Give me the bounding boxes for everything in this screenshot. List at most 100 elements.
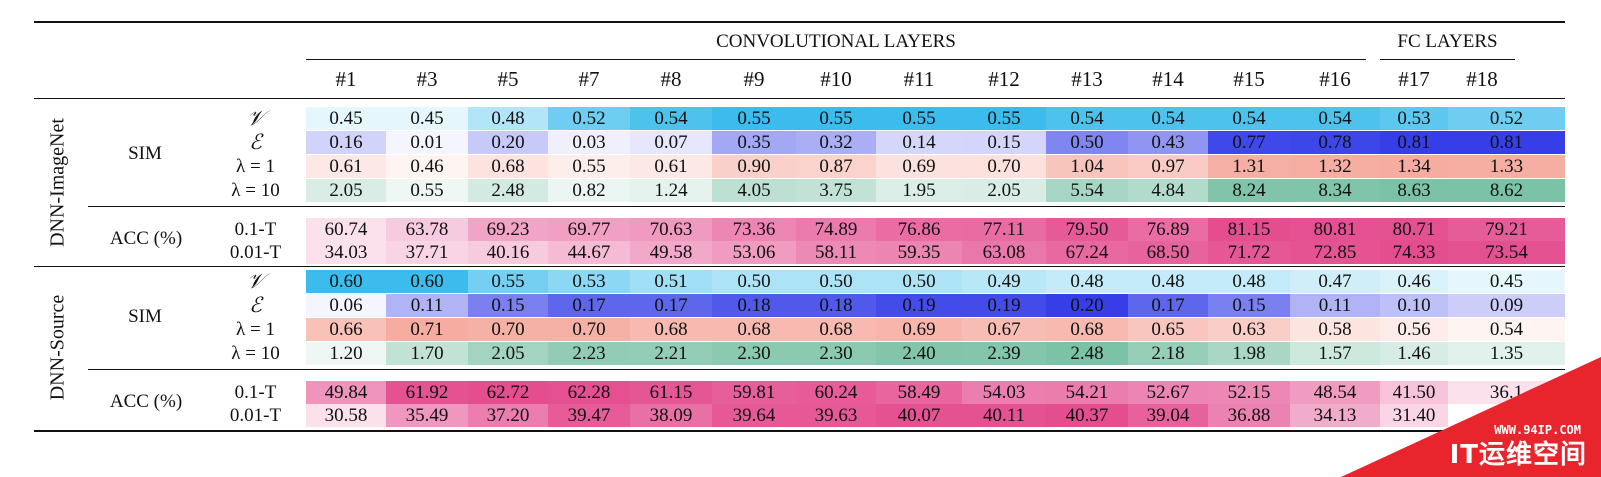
table-cell: 60.74 [306,218,386,241]
row-label: λ = 1 [236,156,275,177]
table-cell: 0.54 [1046,107,1128,130]
table-cell: 2.48 [1046,342,1128,365]
table-cell: 76.86 [876,218,962,241]
table-cell: 0.67 [962,318,1046,341]
table-cell: 30.58 [306,404,386,427]
table-cell: 0.68 [1046,318,1128,341]
table-cell: 59.81 [712,381,796,404]
table-cell: 0.70 [548,318,630,341]
table-cell: 67.24 [1046,241,1128,264]
table-cell: 0.55 [796,107,876,130]
imagenet-sim-acc-rule [88,206,1565,207]
bottom-rule [34,430,1565,432]
row-label: 0.01-T [229,405,282,426]
table-cell: 0.55 [962,107,1046,130]
table-cell: 0.47 [1290,270,1380,293]
table-cell: 1.24 [630,179,712,202]
table-cell: 0.51 [630,270,712,293]
table-cell: 0.52 [548,107,630,130]
table-cell: 0.17 [548,294,630,317]
table-cell: 0.54 [630,107,712,130]
table-cell: 8.63 [1380,179,1448,202]
table-cell: 48.54 [1290,381,1380,404]
table-cell: 0.16 [306,131,386,154]
table-cell: 36.88 [1208,404,1290,427]
table-cell: 2.39 [962,342,1046,365]
table-cell: 58.11 [796,241,876,264]
column-header: #11 [903,67,935,91]
row-label: 𝒱 [246,269,265,293]
table-cell: 0.52 [1448,107,1565,130]
table-cell: 80.71 [1380,218,1448,241]
column-header: #17 [1398,67,1430,91]
table-cell: 0.68 [796,318,876,341]
table-cell: 37.71 [386,241,468,264]
table-cell: 8.34 [1290,179,1380,202]
table-cell: 2.23 [548,342,630,365]
table-cell: 0.53 [1380,107,1448,130]
watermark-text: IT运维空间 [1449,440,1587,470]
table-cell: 2.18 [1128,342,1208,365]
table-cell: 0.10 [1380,294,1448,317]
table-cell: 1.70 [386,342,468,365]
table-cell: 74.89 [796,218,876,241]
table-cell: 0.55 [386,179,468,202]
group-divider-rule [34,266,1565,267]
table-cell: 0.53 [548,270,630,293]
table-cell: 1.34 [1380,155,1448,178]
group-label: DNN-Source [46,294,69,401]
table-cell: 71.72 [1208,241,1290,264]
table-cell: 52.67 [1128,381,1208,404]
table-cell: 0.77 [1208,131,1290,154]
table-cell: 59.35 [876,241,962,264]
table-cell: 31.40 [1380,404,1448,427]
conv-group-underline [306,59,1366,60]
column-header: #15 [1233,67,1265,91]
table-cell: 68.50 [1128,241,1208,264]
table-cell: 0.97 [1128,155,1208,178]
table-cell: 44.67 [548,241,630,264]
table-cell: 0.68 [712,318,796,341]
table-cell: 0.61 [306,155,386,178]
table-cell: 0.48 [1046,270,1128,293]
table-cell: 0.45 [1448,270,1565,293]
table-cell: 0.68 [630,318,712,341]
table-cell: 0.17 [630,294,712,317]
table-cell: 0.15 [1208,294,1290,317]
table-cell: 39.64 [712,404,796,427]
table-cell: 0.35 [712,131,796,154]
table-cell: 39.47 [548,404,630,427]
table-cell: 60.24 [796,381,876,404]
table-cell: 0.60 [306,270,386,293]
table-cell: 0.54 [1208,107,1290,130]
table-cell: 74.33 [1380,241,1448,264]
column-header: #14 [1152,67,1184,91]
table-cell: 61.92 [386,381,468,404]
table-cell: 36.1 [1448,381,1565,404]
table-cell: 0.55 [468,270,548,293]
table-cell: 62.28 [548,381,630,404]
column-header: #5 [497,67,519,91]
column-header: #1 [335,67,357,91]
table-cell: 4.84 [1128,179,1208,202]
table-cell: 0.20 [1046,294,1128,317]
row-label: ℰ [249,293,262,317]
column-header: #9 [743,67,765,91]
table-cell: 0.54 [1448,318,1565,341]
table-cell: 0.60 [386,270,468,293]
table-cell: 77.11 [962,218,1046,241]
table-cell: 0.55 [548,155,630,178]
column-header: #3 [416,67,438,91]
table-cell: 2.40 [876,342,962,365]
table-cell: 54.03 [962,381,1046,404]
table-cell: 0.87 [796,155,876,178]
table-cell: 0.11 [1290,294,1380,317]
table-cell: 0.19 [876,294,962,317]
column-header: #12 [988,67,1020,91]
fc-group-underline [1380,59,1515,60]
table-cell: 8.24 [1208,179,1290,202]
table-cell: 0.01 [386,131,468,154]
table-cell: 0.07 [630,131,712,154]
table-cell: 0.50 [712,270,796,293]
table-cell: 1.32 [1290,155,1380,178]
